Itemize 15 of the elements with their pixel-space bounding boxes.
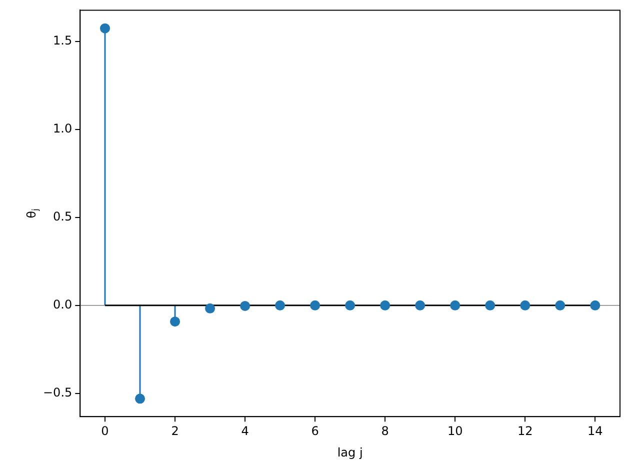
x-tick-label: 10 bbox=[447, 424, 463, 438]
y-axis-title: θj bbox=[24, 208, 40, 218]
y-tick-label: −0.5 bbox=[43, 386, 72, 400]
x-tick-label: 0 bbox=[101, 424, 109, 438]
x-tick-label: 8 bbox=[381, 424, 389, 438]
y-tick-label: 1.5 bbox=[53, 34, 72, 48]
x-tick-label: 12 bbox=[517, 424, 533, 438]
y-tick-label: 0.0 bbox=[53, 298, 72, 312]
x-tick-label: 6 bbox=[311, 424, 319, 438]
x-tick-label: 4 bbox=[241, 424, 249, 438]
y-tick-label: 0.5 bbox=[53, 210, 72, 224]
y-tick-label: 1.0 bbox=[53, 122, 72, 136]
x-tick-label: 2 bbox=[171, 424, 179, 438]
x-tick-label: 14 bbox=[588, 424, 603, 438]
x-axis-title: lag j bbox=[337, 446, 363, 460]
